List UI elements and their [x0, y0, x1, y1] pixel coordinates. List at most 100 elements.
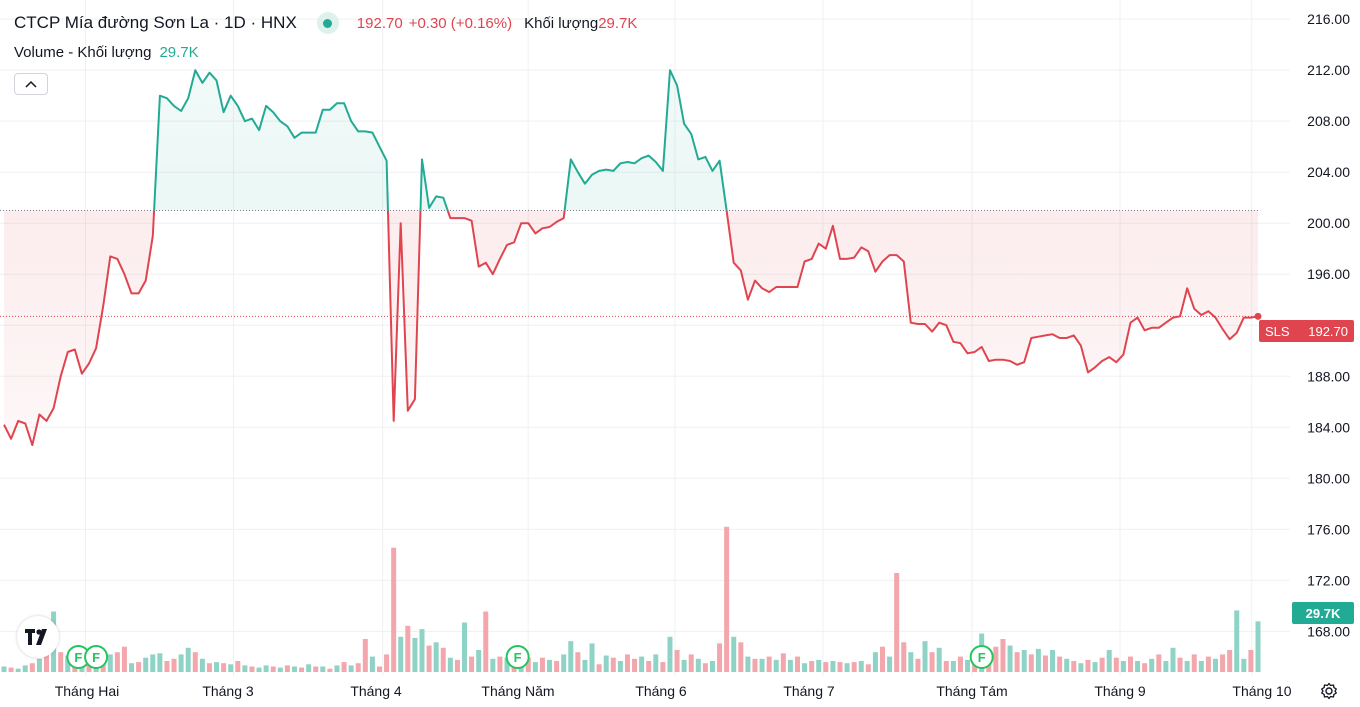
x-tick-label: Tháng Năm [481, 683, 554, 699]
volume-bar [8, 667, 14, 672]
volume-bar [880, 646, 886, 672]
time-axis: Tháng Hai Tháng 3 Tháng 4 Tháng Năm Tháng 6 T… [55, 683, 1292, 699]
volume-bar [36, 658, 42, 672]
volume-bar [355, 663, 361, 672]
volume-bar [667, 636, 673, 672]
price-area [4, 70, 1258, 446]
volume-bar [532, 662, 538, 672]
y-tick-label: 208.00 [1307, 113, 1350, 129]
tradingview-logo-icon[interactable] [17, 616, 59, 658]
volume-label: Khối lượng [524, 14, 599, 32]
volume-bar [150, 654, 156, 672]
volume-bar [391, 547, 397, 672]
volume-bar [1135, 661, 1141, 672]
volume-bar [320, 666, 326, 672]
volume-bar [341, 662, 347, 672]
volume-bar [702, 663, 708, 672]
y-tick-label: 212.00 [1307, 62, 1350, 78]
volume-bar [617, 661, 623, 672]
volume-bar [185, 647, 191, 672]
earnings-event-marker[interactable]: F [84, 645, 109, 669]
y-tick-label: 184.00 [1307, 419, 1350, 435]
volume-bar [313, 666, 319, 672]
last-price: 192.70 [356, 14, 403, 32]
earnings-event-marker[interactable]: F [969, 645, 994, 669]
volume-bar [22, 665, 28, 672]
volume-bar [901, 642, 907, 672]
volume-bar [908, 652, 914, 672]
volume-bar [1184, 661, 1190, 672]
volume-bar [695, 658, 701, 672]
volume-bar [794, 656, 800, 672]
volume-bar [143, 657, 149, 672]
volume-bar [1113, 657, 1119, 672]
volume-bar [1205, 656, 1211, 672]
volume-bar [284, 665, 290, 672]
y-tick-label: 188.00 [1307, 368, 1350, 384]
volume-bar [263, 665, 269, 672]
volume-bar [376, 666, 382, 672]
volume-bar [1241, 658, 1247, 672]
volume-bar [171, 658, 177, 672]
symbol-title[interactable]: CTCP Mía đường Sơn La · 1D · HNX [14, 13, 297, 32]
volume-bar [412, 637, 418, 672]
volume-bar [596, 664, 602, 672]
volume-value: 29.7K [598, 14, 638, 32]
volume-bar [192, 652, 198, 672]
volume-bar [943, 661, 949, 672]
volume-bar [334, 665, 340, 672]
volume-bar [58, 652, 64, 672]
price-line-down [3, 210, 1259, 447]
volume-bar [674, 650, 680, 672]
volume-bar [1, 666, 7, 672]
y-tick-label: 204.00 [1307, 164, 1350, 180]
volume-bar [1149, 658, 1155, 672]
volume-bar [936, 647, 942, 672]
volume-bar [306, 664, 312, 672]
y-tick-label: 196.00 [1307, 266, 1350, 282]
volume-bar [773, 659, 779, 672]
volume-bar [15, 668, 21, 672]
event-marker-label: F [92, 650, 100, 665]
volume-bar [256, 667, 262, 672]
volume-bar [178, 654, 184, 672]
event-marker-label: F [514, 650, 522, 665]
volume-bar [1142, 663, 1148, 672]
volume-bar [327, 668, 333, 672]
volume-bar [681, 659, 687, 672]
volume-bar [228, 664, 234, 672]
volume-bar [1248, 650, 1254, 672]
volume-bar [440, 647, 446, 672]
volume-bar [1007, 645, 1013, 672]
volume-bar [1120, 661, 1126, 672]
earnings-event-marker[interactable]: F [505, 645, 530, 669]
volume-bar [1227, 650, 1233, 672]
x-tick-label: Tháng 7 [783, 683, 835, 699]
volume-bar [554, 661, 560, 672]
y-tick-label: 176.00 [1307, 521, 1350, 537]
volume-bar [759, 658, 765, 672]
volume-bar [766, 656, 772, 672]
volume-bar [787, 659, 793, 672]
symbol-legend: CTCP Mía đường Sơn La · 1D · HNX 192.70 … [14, 12, 637, 34]
volume-bar [369, 656, 375, 672]
volume-bar [1050, 650, 1056, 672]
gear-icon[interactable] [1318, 680, 1340, 702]
volume-bar [221, 663, 227, 672]
volume-bar [114, 652, 120, 672]
x-tick-label: Tháng 3 [202, 683, 254, 699]
volume-bar [752, 658, 758, 672]
volume-bar [405, 625, 411, 672]
collapse-legend-button[interactable] [14, 73, 48, 95]
volume-bar [1085, 659, 1091, 672]
volume-bar [731, 636, 737, 672]
volume-bar [816, 659, 822, 672]
x-tick-label: Tháng 6 [635, 683, 687, 699]
volume-legend[interactable]: Volume - Khối lượng 29.7K [14, 44, 199, 61]
event-marker-circle [969, 645, 994, 669]
volume-bar [632, 658, 638, 672]
market-status-icon[interactable] [316, 12, 339, 34]
volume-bar [419, 629, 425, 672]
volume-bar [717, 643, 723, 672]
